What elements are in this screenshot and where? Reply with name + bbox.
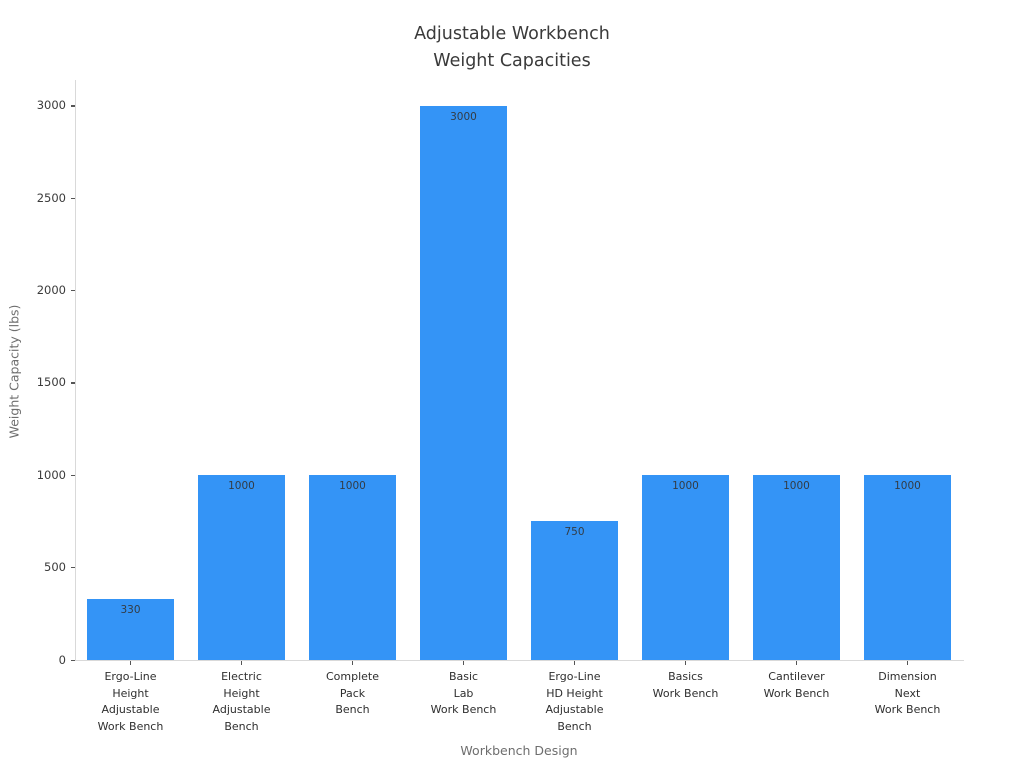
x-tick-label: Electric Height Adjustable Bench bbox=[212, 670, 271, 733]
x-tick-label: Complete Pack Bench bbox=[325, 670, 379, 716]
bar-value-label: 1000 bbox=[339, 480, 366, 493]
x-tick-label: Basic Lab Work Bench bbox=[430, 670, 497, 716]
bar bbox=[420, 105, 507, 660]
x-tick-mark bbox=[463, 661, 465, 665]
x-tick-mark bbox=[796, 661, 798, 665]
x-tick-mark bbox=[352, 661, 354, 665]
y-tick-mark bbox=[70, 197, 75, 199]
bar bbox=[531, 521, 618, 660]
x-tick-label: Cantilever Work Bench bbox=[763, 670, 830, 700]
y-axis-title: Weight Capacity (lbs) bbox=[6, 304, 22, 439]
y-tick-mark bbox=[70, 290, 75, 292]
bar-value-label: 3000 bbox=[450, 110, 477, 123]
bar bbox=[309, 475, 396, 660]
bar-value-label: 1000 bbox=[672, 480, 699, 493]
x-axis-line bbox=[75, 660, 964, 661]
y-tick-mark bbox=[70, 474, 75, 476]
y-tick-label: 1500 bbox=[36, 375, 66, 390]
x-tick-label: Dimension Next Work Bench bbox=[874, 670, 941, 716]
x-tick-mark bbox=[241, 661, 243, 665]
bar bbox=[753, 475, 840, 660]
bar-value-label: 330 bbox=[120, 604, 141, 617]
bar-value-label: 1000 bbox=[783, 480, 810, 493]
x-tick-mark bbox=[685, 661, 687, 665]
bar-value-label: 750 bbox=[564, 526, 585, 539]
x-axis-title: Workbench Design bbox=[460, 743, 578, 758]
bar bbox=[198, 475, 285, 660]
y-tick-label: 2500 bbox=[36, 190, 66, 205]
y-tick-label: 1000 bbox=[36, 467, 66, 482]
y-tick-mark bbox=[70, 382, 75, 384]
y-tick-label: 3000 bbox=[36, 98, 66, 113]
y-tick-label: 0 bbox=[58, 652, 66, 667]
y-tick-mark bbox=[70, 567, 75, 569]
chart-title: Adjustable Workbench Weight Capacities bbox=[414, 24, 610, 71]
x-tick-label: Ergo-Line HD Height Adjustable Bench bbox=[545, 670, 604, 733]
y-axis-line bbox=[75, 80, 76, 661]
x-tick-mark bbox=[130, 661, 132, 665]
bar-value-label: 1000 bbox=[228, 480, 255, 493]
x-tick-mark bbox=[574, 661, 576, 665]
bar-value-label: 1000 bbox=[894, 480, 921, 493]
bar bbox=[642, 475, 729, 660]
y-tick-label: 2000 bbox=[36, 283, 66, 298]
bar bbox=[87, 599, 174, 660]
bar bbox=[864, 475, 951, 660]
y-tick-mark bbox=[70, 659, 75, 661]
x-tick-label: Ergo-Line Height Adjustable Work Bench bbox=[97, 670, 164, 733]
y-tick-mark bbox=[70, 105, 75, 107]
x-tick-label: Basics Work Bench bbox=[652, 670, 719, 700]
y-tick-label: 500 bbox=[44, 560, 66, 575]
x-tick-mark bbox=[907, 661, 909, 665]
